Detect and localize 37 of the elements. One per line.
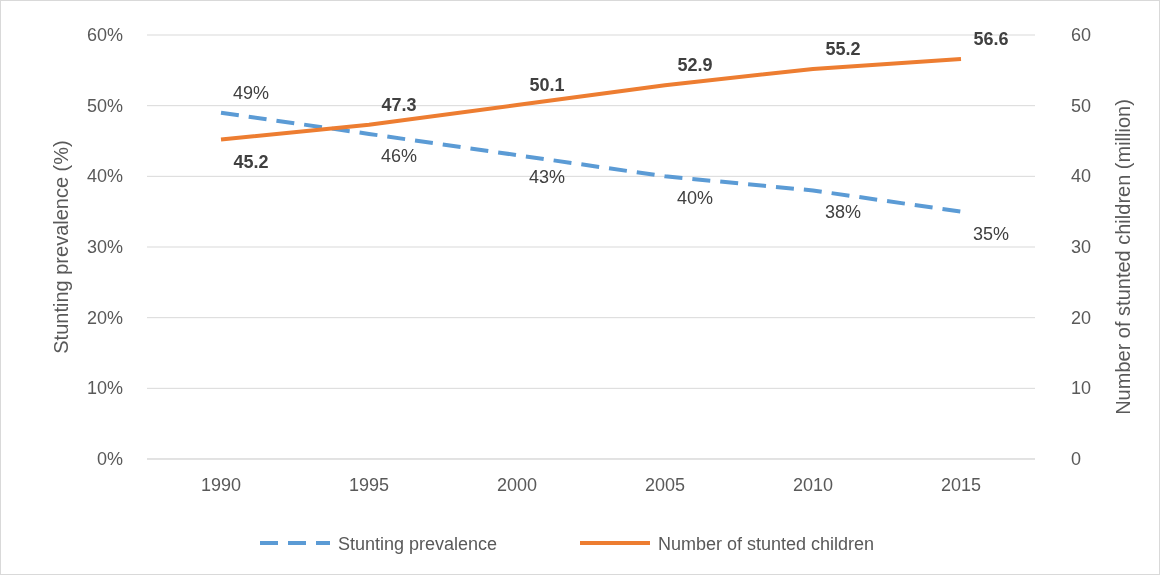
data-label: 50.1 <box>529 74 565 95</box>
data-label: 43% <box>528 167 566 188</box>
x-tick-label: 2015 <box>940 475 982 495</box>
x-tick-label: 1995 <box>348 475 390 495</box>
data-label: 45.2 <box>233 151 269 172</box>
data-label: 40% <box>676 188 714 209</box>
y2-tick-label: 20 <box>1071 307 1092 328</box>
line-series <box>219 57 963 142</box>
data-label: 38% <box>824 202 862 223</box>
y2-tick-label: 60 <box>1071 25 1092 45</box>
y-tick-label: 20% <box>86 307 123 328</box>
x-tick-label: 2010 <box>792 475 834 495</box>
y-tick-label: 0% <box>96 449 123 469</box>
y-tick-label: 50% <box>86 95 123 116</box>
y2-tick-label: 40 <box>1071 166 1092 187</box>
data-label: 56.6 <box>973 29 1009 50</box>
x-tick-label: 2005 <box>644 475 686 495</box>
y2-axis-title: Number of stunted children (million) <box>1112 99 1134 415</box>
data-label: 49% <box>232 82 270 103</box>
data-label: 55.2 <box>825 38 861 59</box>
data-label: 46% <box>380 145 418 166</box>
y2-tick-label: 50 <box>1071 95 1092 116</box>
y-tick-label: 10% <box>86 378 123 399</box>
y2-tick-label: 10 <box>1071 378 1092 399</box>
x-tick-label: 2000 <box>496 475 538 495</box>
y2-tick-label: 0 <box>1071 449 1082 469</box>
y-axis-title: Stunting prevalence (%) <box>50 140 72 354</box>
y-tick-label: 40% <box>86 166 123 187</box>
data-label: 35% <box>972 223 1010 244</box>
data-label: 47.3 <box>381 94 417 115</box>
data-label: 52.9 <box>677 55 713 76</box>
y-tick-label: 60% <box>86 25 123 45</box>
legend-label: Stunting prevalence <box>338 534 498 554</box>
y2-tick-label: 30 <box>1071 237 1092 257</box>
legend-label: Number of stunted children <box>658 534 875 554</box>
y-tick-label: 30% <box>86 237 123 257</box>
x-tick-label: 1990 <box>200 475 242 495</box>
